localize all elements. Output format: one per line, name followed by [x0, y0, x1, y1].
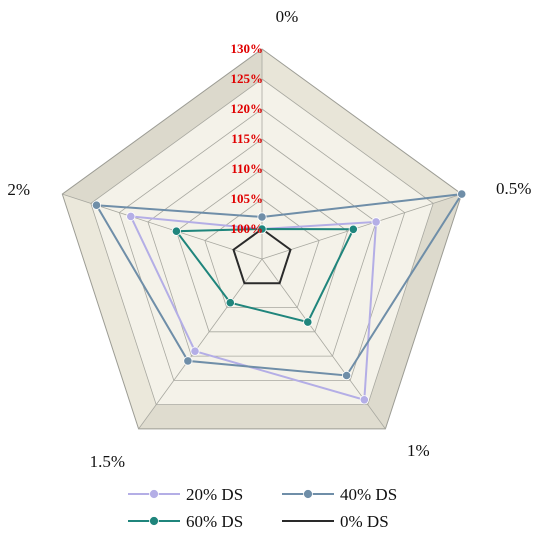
series-line [94, 192, 464, 377]
data-point [371, 217, 381, 227]
axis-spoke [261, 193, 462, 260]
legend-label: 20% DS [186, 485, 243, 504]
data-point [257, 224, 267, 234]
series-40-ds [91, 189, 467, 381]
grid-ring [175, 168, 349, 333]
bevel-facet [262, 49, 462, 204]
tick-label: 120% [231, 101, 264, 116]
data-point [359, 395, 369, 405]
data-point [257, 212, 267, 222]
series-line [129, 215, 378, 402]
radar-axis-labels: 0% 0.5% 1% 1.5% 2% [7, 7, 531, 471]
grid-ring [204, 198, 320, 308]
tick-label: 105% [231, 191, 264, 206]
data-point [341, 370, 352, 381]
tick-label: 115% [231, 131, 263, 146]
data-point [303, 317, 313, 327]
legend-item-0ds: 0% DS [282, 512, 389, 531]
series-line [174, 227, 355, 324]
legend-marker [303, 489, 313, 499]
data-point [126, 211, 136, 221]
tick-label: 110% [231, 161, 263, 176]
series-line [232, 227, 292, 285]
axis-spoke [138, 258, 263, 430]
data-point [225, 298, 235, 308]
axis-label-2: 1% [407, 441, 430, 460]
grid-ring [147, 138, 377, 357]
data-point [190, 346, 200, 356]
data-point [91, 200, 102, 210]
legend-item-20ds: 20% DS [128, 485, 243, 504]
radar-tick-labels: 100% 105% 110% 115% 120% 125% 130% [231, 41, 264, 236]
grid-ring [90, 78, 434, 406]
tick-label: 100% [231, 221, 264, 236]
grid-ring [61, 48, 463, 430]
legend-label: 0% DS [340, 512, 389, 531]
bevel-facet [138, 404, 386, 429]
tick-label: 130% [231, 41, 264, 56]
legend-item-40ds: 40% DS [282, 485, 397, 504]
data-point [183, 356, 193, 366]
legend: 20% DS 40% DS 60% DS 0% DS [128, 485, 397, 531]
radar-grid [61, 48, 463, 430]
axis-label-4: 2% [7, 180, 30, 199]
axis-label-0: 0% [276, 7, 299, 26]
legend-label: 60% DS [186, 512, 243, 531]
tick-label: 125% [231, 71, 264, 86]
bevel-facet [62, 194, 157, 429]
grid-ring [118, 108, 406, 381]
legend-item-60ds: 60% DS [128, 512, 243, 531]
bevel-facet [62, 49, 262, 204]
axis-label-3: 1.5% [90, 452, 125, 471]
legend-marker [149, 516, 159, 526]
radar-series [91, 189, 467, 405]
bevel-facet [367, 194, 462, 429]
legend-label: 40% DS [340, 485, 397, 504]
data-point [457, 189, 467, 199]
series-60-ds [171, 224, 358, 327]
data-point [171, 226, 181, 236]
axis-label-1: 0.5% [496, 179, 531, 198]
data-point [348, 224, 358, 234]
series-0-ds [232, 227, 292, 285]
legend-marker [149, 489, 159, 499]
